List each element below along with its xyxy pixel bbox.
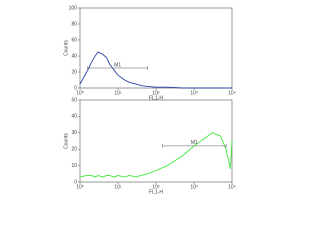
y-tick-label: 50 [71, 97, 77, 103]
y-tick-label: 20 [71, 147, 77, 153]
histogram-line [79, 51, 232, 89]
plot-frame [79, 7, 233, 89]
y-tick-label: 100 [69, 5, 78, 11]
gate-label: M1 [191, 140, 198, 146]
x-tick-label: 10⁰ [76, 90, 84, 96]
x-tick-label: 10¹ [114, 184, 122, 190]
y-tick-label: 10 [71, 163, 77, 169]
plot-frame [79, 99, 233, 183]
y-tick-label: 0 [74, 85, 77, 91]
y-tick-label: 40 [71, 53, 77, 59]
x-tick-label: 10⁴ [228, 90, 236, 96]
y-tick-label: 0 [74, 179, 77, 185]
x-tick-label: 10² [152, 90, 160, 96]
y-axis-label: Counts [63, 133, 69, 149]
y-tick-label: 40 [71, 114, 77, 120]
x-tick-label: 10¹ [114, 90, 122, 96]
x-tick-label: 10³ [190, 184, 198, 190]
x-tick-label: 10² [152, 184, 160, 190]
x-axis-label: FL1-H [149, 189, 163, 195]
gate-label: M1 [114, 62, 121, 68]
x-tick-label: 10³ [190, 90, 198, 96]
y-tick-label: 60 [71, 37, 77, 43]
y-tick-label: 20 [71, 69, 77, 75]
x-tick-label: 10⁰ [76, 184, 84, 190]
x-tick-label: 10⁴ [228, 184, 236, 190]
histogram-line [79, 132, 233, 178]
y-tick-label: 80 [71, 21, 77, 27]
x-axis-label: FL1-H [149, 95, 163, 101]
page: 0 20 40 60 80 100 10⁰ 10¹ 10² 10³ 10⁴ FL1-H Counts M1… [63, 5, 236, 196]
y-tick-label: 30 [71, 130, 77, 136]
y-axis-label: Counts [63, 40, 69, 56]
